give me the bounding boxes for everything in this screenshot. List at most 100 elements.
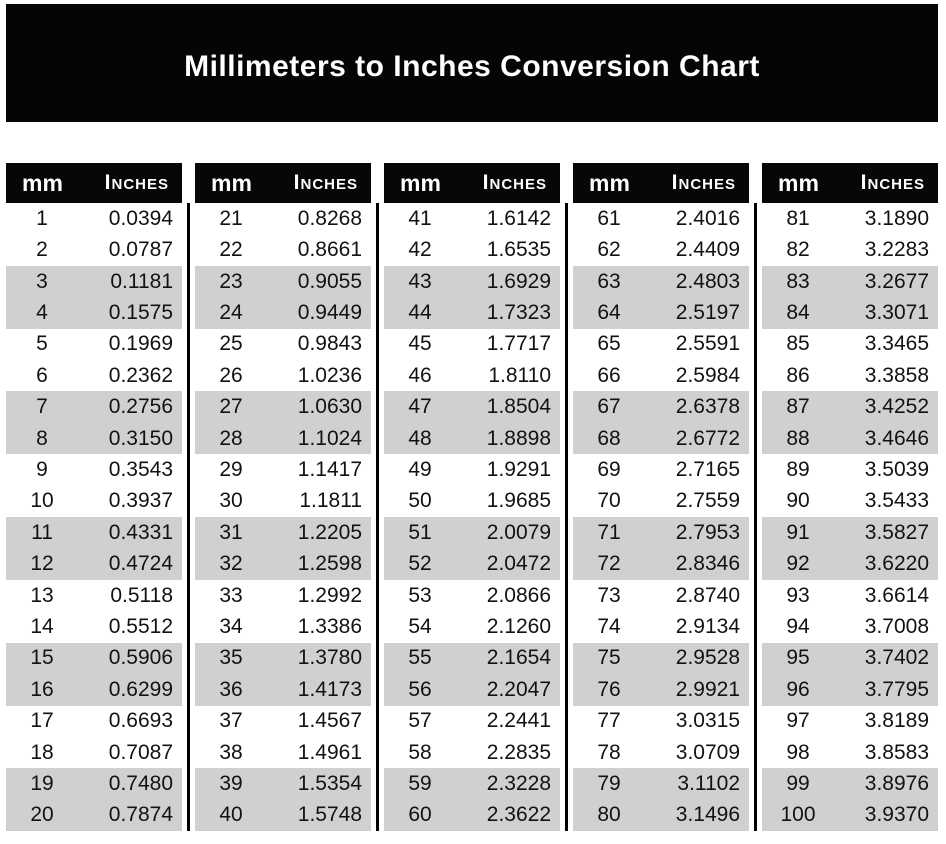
mm-value: 50 [408,489,432,513]
mm-inches-table: mm Inches 41 1.6142 42 1.6535 43 1.6929 44 1.7323… [376,163,560,832]
mm-value: 93 [786,583,810,607]
table-row: 84 3.3071 [762,297,938,329]
table-row: 93 3.6614 [762,580,938,611]
mm-value: 26 [219,363,243,387]
mm-value: 74 [597,614,621,638]
table-row: 94 3.7008 [762,611,938,642]
mm-value: 76 [597,677,621,701]
mm-value: 25 [219,332,243,356]
inches-value: 2.6378 [675,395,740,419]
inches-value: 3.1102 [677,772,740,796]
inches-value: 1.3780 [297,646,362,670]
table-body: 21 0.8268 22 0.8661 23 0.9055 24 0.9449 25 0.9843… [195,203,371,832]
table-row: 77 3.0315 [573,706,749,737]
inches-value: 3.8189 [864,709,929,733]
mm-value: 68 [597,426,621,450]
table-body: 81 3.1890 82 3.2283 83 3.2677 84 3.3071 85 3.3465… [762,203,938,832]
mm-value: 57 [408,709,432,733]
table-row: 68 2.6772 [573,422,749,455]
inches-value: 3.8976 [864,772,929,796]
inches-value: 0.4724 [108,552,173,576]
inches-value: 0.2362 [108,363,173,387]
mm-value: 100 [780,803,816,827]
mm-column-header: mm [589,169,630,196]
inches-value: 2.1654 [486,646,551,670]
table-row: 15 0.5906 [6,642,182,675]
mm-value: 67 [597,395,621,419]
inches-value: 3.3465 [864,332,929,356]
table-row: 75 2.9528 [573,642,749,675]
inches-value: 2.0866 [486,583,551,607]
inches-value: 1.5354 [297,772,362,796]
mm-value: 15 [30,646,54,670]
inches-value: 2.3228 [486,772,551,796]
table-row: 64 2.5197 [573,297,749,329]
table-row: 8 0.3150 [6,422,182,455]
table-row: 39 1.5354 [195,768,371,800]
inches-column-header: Inches [860,171,925,194]
inches-value: 2.5984 [675,363,740,387]
inches-value: 1.5748 [297,803,362,827]
table-row: 7 0.2756 [6,391,182,423]
table-row: 19 0.7480 [6,768,182,800]
mm-value: 1 [36,206,48,230]
mm-value: 27 [219,395,243,419]
mm-value: 89 [786,457,810,481]
inches-value: 2.0472 [486,552,551,576]
inches-value: 0.4331 [108,520,173,544]
table-row: 96 3.7795 [762,674,938,706]
mm-value: 86 [786,363,810,387]
mm-value: 99 [786,772,810,796]
table-row: 51 2.0079 [384,517,560,549]
mm-value: 63 [597,269,621,293]
mm-value: 97 [786,709,810,733]
table-row: 61 2.4016 [573,203,749,234]
mm-value: 28 [219,426,243,450]
table-row: 42 1.6535 [384,234,560,265]
title-banner: Millimeters to Inches Conversion Chart [6,4,938,122]
mm-value: 94 [786,614,810,638]
table-row: 27 1.0630 [195,391,371,423]
inches-value: 1.1417 [297,457,362,481]
table-row: 58 2.2835 [384,737,560,768]
inches-value: 0.9843 [297,332,362,356]
table-row: 16 0.6299 [6,674,182,706]
table-row: 47 1.8504 [384,391,560,423]
mm-inches-table: mm Inches 61 2.4016 62 2.4409 63 2.4803 64 2.5197… [565,163,749,832]
inches-value: 2.5197 [675,300,740,324]
inches-value: 1.2598 [297,552,362,576]
mm-value: 85 [786,332,810,356]
table-row: 6 0.2362 [6,360,182,391]
mm-value: 33 [219,583,243,607]
inches-value: 3.7402 [864,646,929,670]
table-row: 21 0.8268 [195,203,371,234]
table-row: 14 0.5512 [6,611,182,642]
mm-value: 30 [219,489,243,513]
table-header-row: mm Inches [6,163,182,203]
mm-value: 87 [786,395,810,419]
inches-value: 1.4961 [297,740,362,764]
table-row: 34 1.3386 [195,611,371,642]
table-row: 44 1.7323 [384,297,560,329]
inches-value: 1.7717 [486,332,551,356]
mm-value: 79 [597,772,621,796]
table-row: 35 1.3780 [195,642,371,675]
inches-value: 0.0394 [108,206,173,230]
mm-value: 19 [30,772,54,796]
mm-value: 37 [219,709,243,733]
table-row: 92 3.6220 [762,548,938,580]
mm-value: 88 [786,426,810,450]
inches-value: 3.6220 [864,552,929,576]
mm-value: 29 [219,457,243,481]
inches-value: 2.9528 [675,646,740,670]
inches-value: 0.8268 [297,206,362,230]
table-row: 22 0.8661 [195,234,371,265]
mm-value: 98 [786,740,810,764]
inches-value: 0.1181 [110,269,173,293]
table-row: 76 2.9921 [573,674,749,706]
table-row: 56 2.2047 [384,674,560,706]
mm-value: 10 [30,489,54,513]
table-row: 88 3.4646 [762,422,938,455]
table-row: 73 2.8740 [573,580,749,611]
mm-value: 36 [219,677,243,701]
